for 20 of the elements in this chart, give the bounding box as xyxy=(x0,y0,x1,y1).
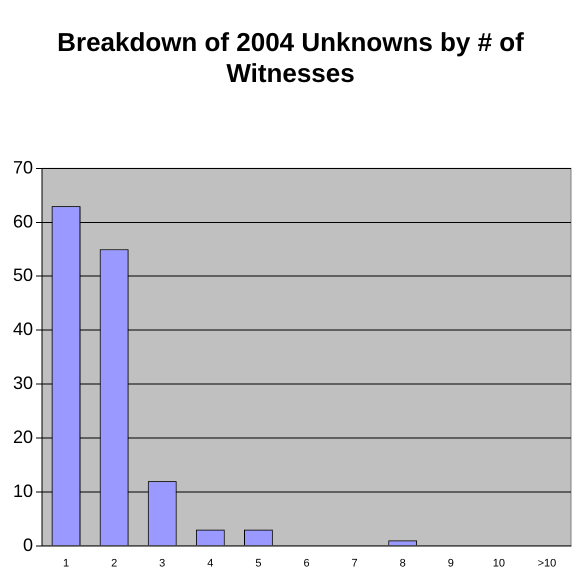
x-tick-label: 6 xyxy=(303,557,310,570)
y-tick-label: 30 xyxy=(12,373,34,394)
x-tick-label: 2 xyxy=(111,557,118,570)
x-tick-label: 1 xyxy=(63,557,70,570)
y-tick-label: 0 xyxy=(23,534,34,555)
y-tick-label: 70 xyxy=(12,157,34,178)
x-tick-label: 9 xyxy=(448,557,454,570)
x-tick-label: >10 xyxy=(538,557,556,570)
x-tick-label: 8 xyxy=(400,557,406,570)
y-tick-label: 20 xyxy=(12,426,34,447)
y-tick-label: 50 xyxy=(12,265,34,286)
y-tick-label: 40 xyxy=(12,319,34,340)
x-tick-label: 4 xyxy=(207,557,214,570)
x-tick-label: 7 xyxy=(352,557,358,570)
x-tick-label: 3 xyxy=(159,557,166,570)
y-tick-label: 10 xyxy=(12,480,34,501)
chart-title: Breakdown of 2004 Unknowns by # of Witnesses xyxy=(57,26,524,88)
y-tick-label: 60 xyxy=(12,211,34,232)
x-tick-label: 5 xyxy=(255,557,262,570)
x-tick-label: 10 xyxy=(492,557,505,570)
